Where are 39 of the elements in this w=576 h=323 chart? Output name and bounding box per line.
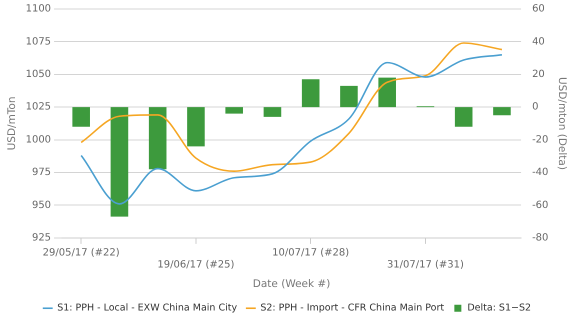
y-tick-label: 1075: [26, 36, 52, 48]
x-tick-label: 19/06/17 (#25): [157, 259, 235, 270]
bar: [110, 107, 128, 217]
y-tick-label: 1100: [26, 4, 52, 15]
y-axis-title: USD/mTon: [6, 96, 18, 150]
y-tick-label: 1025: [26, 102, 52, 113]
legend-label: S1: PPH - Local - EXW China Main City: [57, 302, 238, 314]
y2-tick-label: -60: [532, 200, 548, 211]
bar: [340, 86, 358, 108]
legend-label: Delta: S1−S2: [467, 302, 532, 314]
legend-label: S2: PPH - Import - CFR China Main Port: [260, 302, 444, 314]
bar: [454, 107, 472, 127]
line-series: [80, 54, 503, 205]
y2-tick-label: -80: [532, 232, 548, 244]
x-tick-label: 29/05/17 (#22): [42, 247, 120, 258]
bar: [187, 107, 205, 146]
x-tick-label: 31/07/17 (#31): [386, 259, 464, 270]
y-tick-label: 925: [32, 232, 52, 244]
bar: [72, 107, 90, 127]
y2-tick-label: -40: [532, 167, 548, 178]
bar: [225, 107, 243, 114]
y-tick-label: 1050: [26, 68, 52, 80]
y2-tick-label: -20: [532, 134, 548, 146]
bar: [148, 107, 166, 170]
x-tick-label: 10/07/17 (#28): [272, 247, 350, 258]
bar: [378, 78, 396, 108]
line-series: [80, 42, 503, 172]
x-axis-title: Date (Week #): [252, 278, 330, 290]
y-tick-label: 975: [32, 167, 52, 178]
bar: [264, 107, 282, 117]
bar: [493, 107, 511, 116]
y2-tick-label: 20: [532, 68, 545, 80]
y2-tick-label: 40: [532, 36, 545, 48]
y2-tick-label: 0: [532, 102, 538, 113]
y-tick-label: 950: [32, 200, 52, 211]
bar: [302, 79, 320, 108]
y2-axis-title: USD/mton (Delta): [556, 76, 568, 170]
y-tick-label: 1000: [26, 134, 52, 146]
y2-tick-label: 60: [532, 4, 545, 15]
